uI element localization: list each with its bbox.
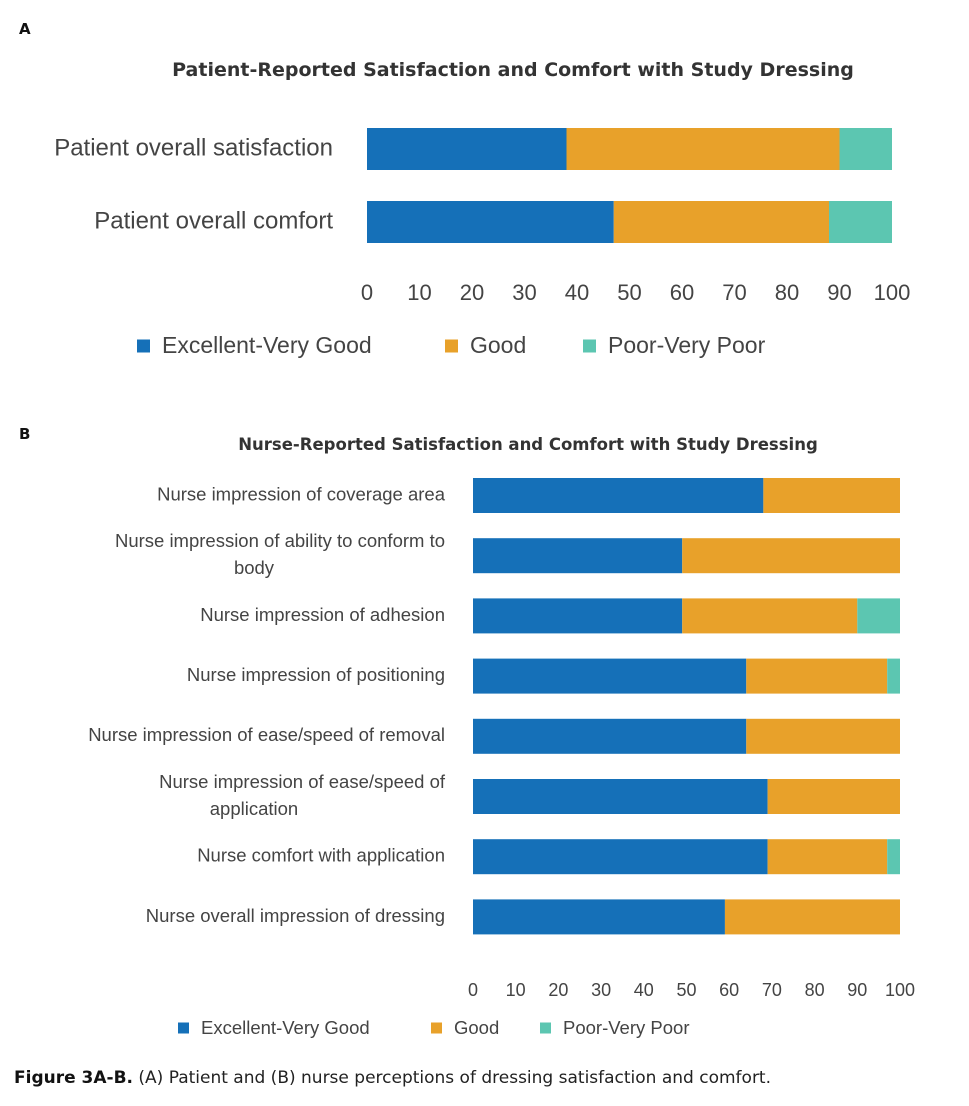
- bar-a-1-series-0: [367, 201, 614, 243]
- bar-b-3-series-1: [746, 658, 888, 694]
- bar-b-6-series-1: [767, 839, 888, 875]
- x-tick-label-a-6: 60: [670, 280, 694, 305]
- x-tick-label-b-10: 100: [885, 980, 915, 1000]
- bar-b-0-series-0: [473, 478, 764, 513]
- bar-b-6-series-0: [473, 839, 768, 875]
- x-tick-label-b-9: 90: [847, 980, 867, 1000]
- bar-b-1-series-0: [473, 538, 683, 574]
- x-tick-label-a-2: 20: [460, 280, 484, 305]
- category-label-b-0: Nurse impression of coverage area: [157, 483, 446, 504]
- legend-swatch-b-1: [431, 1022, 442, 1034]
- bar-b-3-series-2: [887, 658, 900, 694]
- x-tick-label-a-4: 40: [565, 280, 589, 305]
- legend-label-a-2: Poor-Very Poor: [608, 332, 766, 358]
- x-tick-label-b-1: 10: [506, 980, 526, 1000]
- legend-label-a-0: Excellent-Very Good: [162, 332, 372, 358]
- x-tick-label-b-4: 40: [634, 980, 654, 1000]
- bar-a-1-series-2: [829, 201, 892, 243]
- category-label-b-6: Nurse comfort with application: [197, 845, 445, 866]
- bar-b-5-series-0: [473, 779, 768, 814]
- bar-b-7-series-1: [724, 899, 900, 935]
- caption-label: Figure 3A-B.: [14, 1068, 133, 1088]
- legend-swatch-a-2: [583, 339, 596, 353]
- bar-b-5-series-1: [767, 779, 900, 814]
- bar-b-2-series-1: [682, 598, 858, 634]
- category-label-b-1-line-0: Nurse impression of ability to conform t…: [115, 530, 445, 551]
- category-label-a-0: Patient overall satisfaction: [54, 134, 333, 161]
- legend-swatch-b-2: [540, 1022, 551, 1034]
- panel-b-label: B: [19, 425, 31, 443]
- x-tick-label-a-9: 90: [827, 280, 851, 305]
- panel-a-label: A: [19, 20, 31, 38]
- bar-b-7-series-0: [473, 899, 725, 935]
- caption-text: (A) Patient and (B) nurse perceptions of…: [133, 1068, 771, 1088]
- legend-swatch-a-1: [445, 339, 458, 353]
- legend-label-b-1: Good: [454, 1017, 499, 1038]
- bar-b-0-series-1: [763, 478, 900, 513]
- x-tick-label-b-5: 50: [676, 980, 696, 1000]
- x-tick-label-a-3: 30: [512, 280, 536, 305]
- x-tick-label-b-8: 80: [805, 980, 825, 1000]
- bar-b-4-series-1: [746, 718, 900, 754]
- x-tick-label-a-0: 0: [361, 280, 373, 305]
- x-tick-label-b-0: 0: [468, 980, 478, 1000]
- x-tick-label-b-7: 70: [762, 980, 782, 1000]
- bar-a-1-series-1: [613, 201, 829, 243]
- bar-b-4-series-0: [473, 718, 747, 754]
- x-tick-label-a-8: 80: [775, 280, 799, 305]
- legend-swatch-a-0: [137, 339, 150, 353]
- category-label-b-3: Nurse impression of positioning: [187, 664, 445, 685]
- x-tick-label-b-6: 60: [719, 980, 739, 1000]
- legend-label-b-0: Excellent-Very Good: [201, 1017, 370, 1038]
- bar-a-0-series-1: [566, 128, 840, 170]
- chart-title-b: Nurse-Reported Satisfaction and Comfort …: [238, 435, 818, 454]
- x-tick-label-b-2: 20: [548, 980, 568, 1000]
- category-label-a-1: Patient overall comfort: [94, 207, 333, 234]
- bar-a-0-series-2: [839, 128, 892, 170]
- bar-b-3-series-0: [473, 658, 747, 694]
- category-label-b-7: Nurse overall impression of dressing: [146, 905, 445, 926]
- bar-b-1-series-1: [682, 538, 900, 574]
- bar-b-2-series-2: [857, 598, 900, 634]
- category-label-b-4: Nurse impression of ease/speed of remova…: [88, 724, 445, 745]
- legend-label-a-1: Good: [470, 332, 526, 358]
- x-tick-label-a-1: 10: [407, 280, 431, 305]
- x-tick-label-b-3: 30: [591, 980, 611, 1000]
- chart-title-a: Patient-Reported Satisfaction and Comfor…: [172, 59, 854, 81]
- x-tick-label-a-10: 100: [874, 280, 911, 305]
- bar-a-0-series-0: [367, 128, 567, 170]
- category-label-b-1-line-1: body: [234, 557, 275, 578]
- category-label-b-5-line-1: application: [210, 798, 298, 819]
- bar-b-6-series-2: [887, 839, 900, 875]
- figure-caption: Figure 3A-B. (A) Patient and (B) nurse p…: [14, 1068, 771, 1088]
- legend-label-b-2: Poor-Very Poor: [563, 1017, 689, 1038]
- category-label-b-2: Nurse impression of adhesion: [200, 604, 445, 625]
- x-tick-label-a-5: 50: [617, 280, 641, 305]
- category-label-b-5-line-0: Nurse impression of ease/speed of: [159, 771, 446, 792]
- legend-swatch-b-0: [178, 1022, 189, 1034]
- x-tick-label-a-7: 70: [722, 280, 746, 305]
- bar-b-2-series-0: [473, 598, 683, 634]
